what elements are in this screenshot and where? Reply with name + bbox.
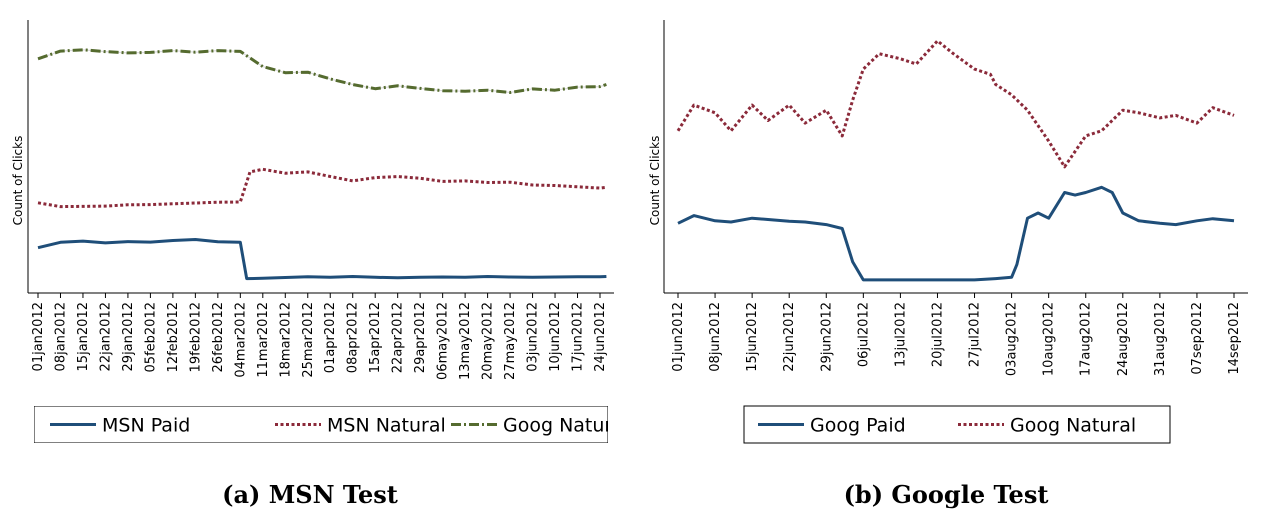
chart-b-plot	[676, 39, 1235, 282]
chart-a-legend-label: MSN Paid	[102, 415, 190, 437]
chart-a-x-tick-label: 20may2012	[481, 302, 496, 380]
chart-b-x-tick-label: 22jun2012	[782, 302, 797, 372]
chart-b-x-tick-label: 03aug2012	[1005, 302, 1020, 376]
chart-a: Count of Clicks 01jan2012 08jan2012 15jan2…	[11, 20, 629, 509]
chart-a-x-tick-label: 13may2012	[458, 302, 473, 380]
chart-a-x-tick-label: 01apr2012	[323, 302, 338, 373]
chart-a-legend: MSN Paid MSN Natural Goog Natural	[34, 406, 629, 443]
chart-b-x-tick-label: 17aug2012	[1079, 302, 1094, 376]
chart-a-x-tick-label: 08apr2012	[346, 302, 361, 373]
chart-a-legend-label: Goog Natural	[503, 415, 629, 437]
chart-b-x-tick-label: 10aug2012	[1042, 302, 1057, 376]
chart-a-x-tick-label: 11mar2012	[256, 302, 271, 378]
chart-b-caption: (b) Google Test	[844, 480, 1049, 509]
chart-b-series-0	[677, 185, 1235, 282]
chart-a-x-tick-label: 26feb2012	[211, 302, 226, 372]
chart-b-x-tick-label: 31aug2012	[1153, 302, 1168, 376]
chart-a-x-tick-label: 19feb2012	[188, 302, 203, 372]
chart-a-x-tick-label: 15apr2012	[368, 302, 383, 373]
chart-b-legend-label: Goog Paid	[810, 415, 906, 437]
chart-b-axes	[663, 20, 1248, 294]
chart-b-x-tick-label: 01jun2012	[671, 302, 686, 372]
chart-a-x-tick-label: 08jan2012	[53, 302, 68, 371]
chart-a-x-tick-label: 03jun2012	[526, 302, 541, 372]
chart-a-series-2	[37, 48, 607, 94]
chart-a-series-halo	[37, 49, 607, 94]
chart-a-x-tick-label: 15jan2012	[76, 302, 91, 371]
chart-a-plot	[37, 48, 607, 281]
chart-a-x-tick-label: 04mar2012	[233, 302, 248, 378]
chart-a-ylabel: Count of Clicks	[11, 136, 25, 226]
chart-b-ylabel: Count of Clicks	[648, 136, 662, 226]
chart-a-x-tick-label: 25mar2012	[301, 302, 316, 378]
chart-a-x-tick-label: 06may2012	[436, 302, 451, 380]
chart-b-series-1	[676, 39, 1235, 169]
chart-b: Count of Clicks 01jun2012 08jun2012 15jun2…	[648, 20, 1248, 509]
chart-a-x-tick-label: 24jun2012	[593, 302, 608, 372]
chart-b-x-tick-label: 13jul2012	[893, 302, 908, 367]
chart-b-legend: Goog Paid Goog Natural	[743, 405, 1171, 444]
chart-a-axes	[27, 20, 614, 294]
chart-a-caption: (a) MSN Test	[222, 480, 398, 509]
chart-a-x-tick-label: 01jan2012	[31, 302, 46, 371]
chart-a-x-tick-label: 22apr2012	[391, 302, 406, 373]
chart-b-x-tick-label: 15jun2012	[745, 302, 760, 372]
chart-a-legend-label: MSN Natural	[327, 415, 446, 437]
chart-b-x-tick-label: 08jun2012	[708, 302, 723, 372]
chart-a-x-tick-label: 17jun2012	[571, 302, 586, 372]
chart-b-x-tick-label: 29jun2012	[819, 302, 834, 372]
chart-b-x-tick-label: 20jul2012	[930, 302, 945, 367]
chart-b-x-tick-label: 24aug2012	[1116, 302, 1131, 376]
chart-b-x-tick-label: 27jul2012	[968, 302, 983, 367]
chart-b-x-tick-label: 14sep2012	[1227, 302, 1242, 375]
chart-b-xticks: 01jun2012 08jun2012 15jun2012 22jun2012 29ju…	[671, 293, 1242, 376]
chart-b-legend-box	[743, 405, 1171, 444]
chart-a-x-tick-label: 22jan2012	[98, 302, 113, 371]
chart-a-x-tick-label: 29jan2012	[121, 302, 136, 371]
chart-a-x-tick-label: 10jun2012	[548, 302, 563, 372]
chart-a-x-tick-label: 12feb2012	[166, 302, 181, 372]
chart-b-x-tick-label: 06jul2012	[856, 302, 871, 367]
chart-a-x-tick-label: 18mar2012	[278, 302, 293, 378]
chart-a-series-1	[37, 167, 607, 209]
chart-a-xticks: 01jan2012 08jan2012 15jan2012 22jan2012 29ja…	[31, 293, 608, 380]
chart-a-x-tick-label: 29apr2012	[413, 302, 428, 373]
chart-b-x-tick-label: 07sep2012	[1190, 302, 1205, 375]
chart-a-series-0	[37, 238, 607, 281]
chart-a-x-tick-label: 27may2012	[503, 302, 518, 380]
chart-b-legend-label: Goog Natural	[1010, 415, 1136, 437]
chart-a-x-tick-label: 05feb2012	[143, 302, 158, 372]
